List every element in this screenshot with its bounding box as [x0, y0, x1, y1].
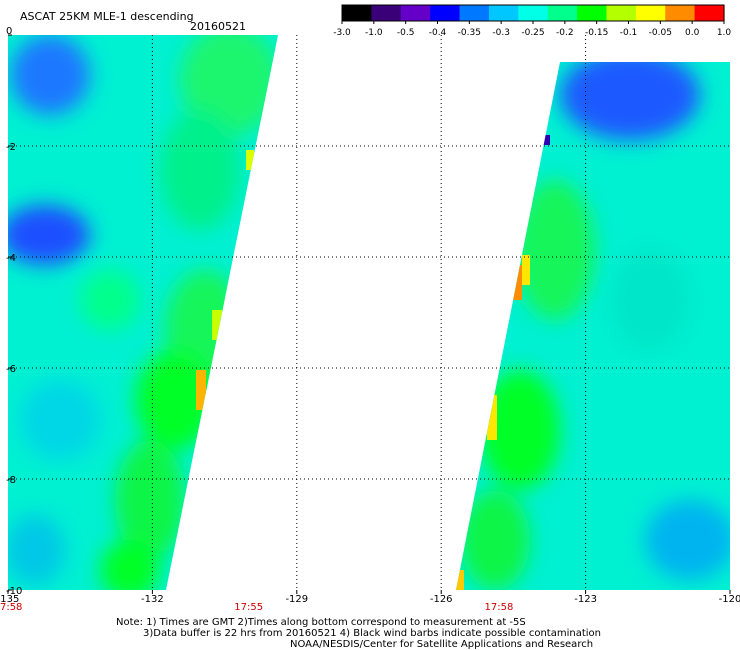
x-tick-label: -132	[141, 594, 164, 605]
grid-lines	[8, 35, 730, 590]
colorbar-label: -0.5	[397, 28, 415, 38]
time-label: 17:58	[485, 602, 514, 613]
y-tick-label: 0	[6, 26, 12, 37]
colorbar-segment	[371, 5, 402, 21]
colorbar-label: 0.0	[685, 28, 700, 38]
colorbar-segment	[547, 5, 578, 21]
x-axis: -135 -132 -129 -126 -123 -120	[0, 590, 740, 605]
x-tick-label: -120	[719, 594, 740, 605]
colorbar-segment	[488, 5, 519, 21]
y-tick-label: -10	[6, 586, 22, 597]
colorbar: -3.0 -1.0 -0.5 -0.4 -0.35 -0.3 -0.25 -0.2 -0.15 -…	[333, 4, 732, 38]
colorbar-label: -1.0	[365, 28, 383, 38]
colorbar-label: -0.15	[585, 28, 608, 38]
colorbar-segment	[518, 5, 549, 21]
colorbar-label: -0.05	[649, 28, 672, 38]
x-tick-label: -126	[430, 594, 453, 605]
colorbar-segment	[606, 5, 637, 21]
colorbar-segment	[459, 5, 490, 21]
y-axis: 0 -2 -4 -6 -8 -10	[6, 26, 22, 597]
colorbar-label: -0.4	[429, 28, 447, 38]
x-tick-label: -123	[574, 594, 597, 605]
footer-credit: NOAA/NESDIS/Center for Satellite Applica…	[290, 639, 593, 650]
colorbar-label: -0.25	[521, 28, 544, 38]
time-label: 17:58	[0, 602, 22, 613]
colorbar-label: -0.3	[492, 28, 510, 38]
x-tick-label: -135	[0, 594, 19, 605]
footer-note-1: Note: 1) Times are GMT 2)Times along bot…	[116, 617, 526, 628]
chart-title: ASCAT 25KM MLE-1 descending	[20, 10, 194, 23]
colorbar-segment	[665, 5, 696, 21]
colorbar-segment	[577, 5, 608, 21]
chart-date: 20160521	[190, 20, 246, 33]
time-label: 17:55	[234, 602, 263, 613]
y-tick-label: -2	[6, 142, 16, 153]
colorbar-label: -0.35	[458, 28, 481, 38]
colorbar-segment	[694, 5, 725, 21]
colorbar-label: -0.1	[620, 28, 638, 38]
colorbar-label: -3.0	[333, 28, 351, 38]
colorbar-label: 1.0	[717, 28, 732, 38]
colorbar-segment	[430, 5, 461, 21]
y-tick-label: -8	[6, 475, 16, 486]
colorbar-segment	[635, 5, 666, 21]
y-tick-label: -4	[6, 253, 16, 264]
colorbar-segment	[400, 5, 431, 21]
time-labels: 17:58 17:55 17:58	[0, 602, 513, 613]
footer-note-2: 3)Data buffer is 22 hrs from 20160521 4)…	[143, 628, 601, 639]
y-tick-label: -6	[6, 364, 16, 375]
x-tick-label: -129	[285, 594, 308, 605]
colorbar-segment	[342, 5, 372, 21]
colorbar-label: -0.2	[556, 28, 574, 38]
